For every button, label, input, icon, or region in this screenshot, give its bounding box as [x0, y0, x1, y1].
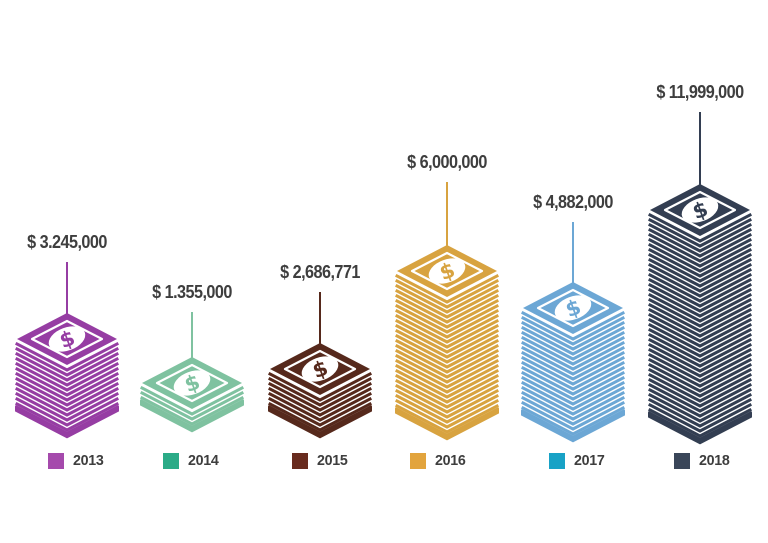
legend-label-2018: 2018: [699, 452, 730, 469]
money-stack-icon-2013: $: [12, 311, 122, 440]
pointer-line-2015: [319, 292, 321, 351]
legend-swatch-2016: [410, 452, 426, 469]
legend-item-2015: 2015: [292, 452, 349, 469]
legend-swatch-2014: [163, 452, 179, 469]
value-label-2018: $ 11,999,000: [656, 82, 744, 102]
legend-swatch-2017: [549, 452, 565, 469]
pointer-line-2018: [699, 112, 701, 192]
money-stack-icon-2014: $: [137, 355, 247, 434]
pointer-line-2017: [572, 222, 574, 290]
legend-label-2017: 2017: [574, 452, 605, 469]
value-label-2013: $ 3.245,000: [27, 232, 107, 252]
value-label-2016: $ 6,000,000: [407, 152, 487, 172]
value-label-2017: $ 4,882,000: [533, 192, 613, 212]
legend-item-2018: 2018: [674, 452, 731, 469]
legend-swatch-2013: [48, 452, 64, 469]
money-stack-icon-2018: $: [645, 182, 755, 446]
money-stack-icon-2016: $: [392, 243, 502, 442]
legend-item-2013: 2013: [48, 452, 105, 469]
value-label-2015: $ 2,686,771: [280, 262, 360, 282]
legend-item-2014: 2014: [163, 452, 220, 469]
legend-item-2016: 2016: [410, 452, 467, 469]
legend-swatch-2018: [674, 452, 690, 469]
pointer-line-2014: [191, 312, 193, 365]
legend-label-2016: 2016: [435, 452, 466, 469]
legend-swatch-2015: [292, 452, 308, 469]
money-stack-icon-2015: $: [265, 341, 375, 440]
value-label-2014: $ 1.355,000: [152, 282, 232, 302]
money-stack-icon-2017: $: [518, 280, 628, 444]
legend-label-2013: 2013: [73, 452, 104, 469]
pointer-line-2013: [66, 262, 68, 321]
legend-label-2015: 2015: [317, 452, 348, 469]
legend-item-2017: 2017: [549, 452, 606, 469]
legend-label-2014: 2014: [188, 452, 219, 469]
pointer-line-2016: [446, 182, 448, 253]
